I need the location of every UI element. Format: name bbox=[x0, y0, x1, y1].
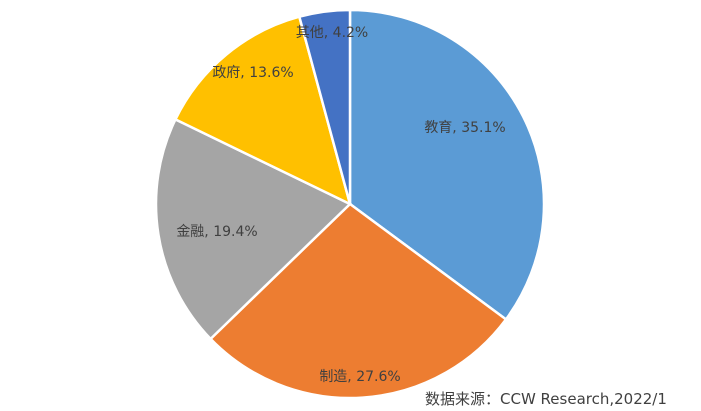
pie-slice-0 bbox=[348, 8, 546, 322]
pie-slice-2 bbox=[154, 117, 353, 341]
data-label-3: 政府, 13.6% bbox=[212, 65, 293, 81]
data-label-0: 教育, 35.1% bbox=[424, 120, 505, 136]
data-label-1: 制造, 27.6% bbox=[319, 369, 400, 385]
data-label-2: 金融, 19.4% bbox=[176, 224, 257, 240]
data-label-4: 其他, 4.2% bbox=[296, 25, 368, 41]
pie-slice-3 bbox=[173, 15, 352, 207]
pie-slice-4 bbox=[297, 8, 352, 205]
pie-slice-1 bbox=[208, 202, 508, 400]
source-note: 数据来源：CCW Research,2022/1 bbox=[425, 390, 667, 408]
